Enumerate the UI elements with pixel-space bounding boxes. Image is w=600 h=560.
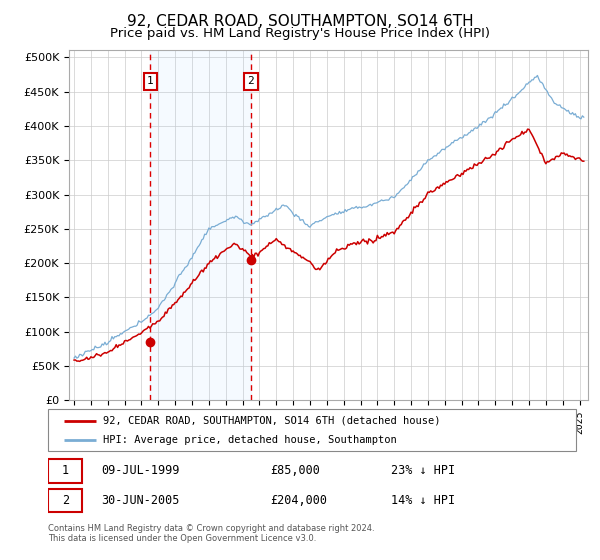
Text: 09-JUL-1999: 09-JUL-1999 [101,464,179,478]
Text: 30-JUN-2005: 30-JUN-2005 [101,494,179,507]
Text: 92, CEDAR ROAD, SOUTHAMPTON, SO14 6TH: 92, CEDAR ROAD, SOUTHAMPTON, SO14 6TH [127,14,473,29]
Text: 92, CEDAR ROAD, SOUTHAMPTON, SO14 6TH (detached house): 92, CEDAR ROAD, SOUTHAMPTON, SO14 6TH (d… [103,416,441,426]
Text: 2: 2 [62,494,69,507]
Text: £204,000: £204,000 [270,494,327,507]
Text: 23% ↓ HPI: 23% ↓ HPI [391,464,455,478]
FancyBboxPatch shape [48,409,576,451]
Text: Contains HM Land Registry data © Crown copyright and database right 2024.
This d: Contains HM Land Registry data © Crown c… [48,524,374,543]
Text: £85,000: £85,000 [270,464,320,478]
Text: 1: 1 [62,464,69,478]
Text: Price paid vs. HM Land Registry's House Price Index (HPI): Price paid vs. HM Land Registry's House … [110,27,490,40]
Text: 2: 2 [247,76,254,86]
FancyBboxPatch shape [48,459,82,483]
Bar [150,50,251,400]
Text: HPI: Average price, detached house, Southampton: HPI: Average price, detached house, Sout… [103,435,397,445]
FancyBboxPatch shape [48,489,82,512]
Text: 1: 1 [147,76,154,86]
Text: 14% ↓ HPI: 14% ↓ HPI [391,494,455,507]
